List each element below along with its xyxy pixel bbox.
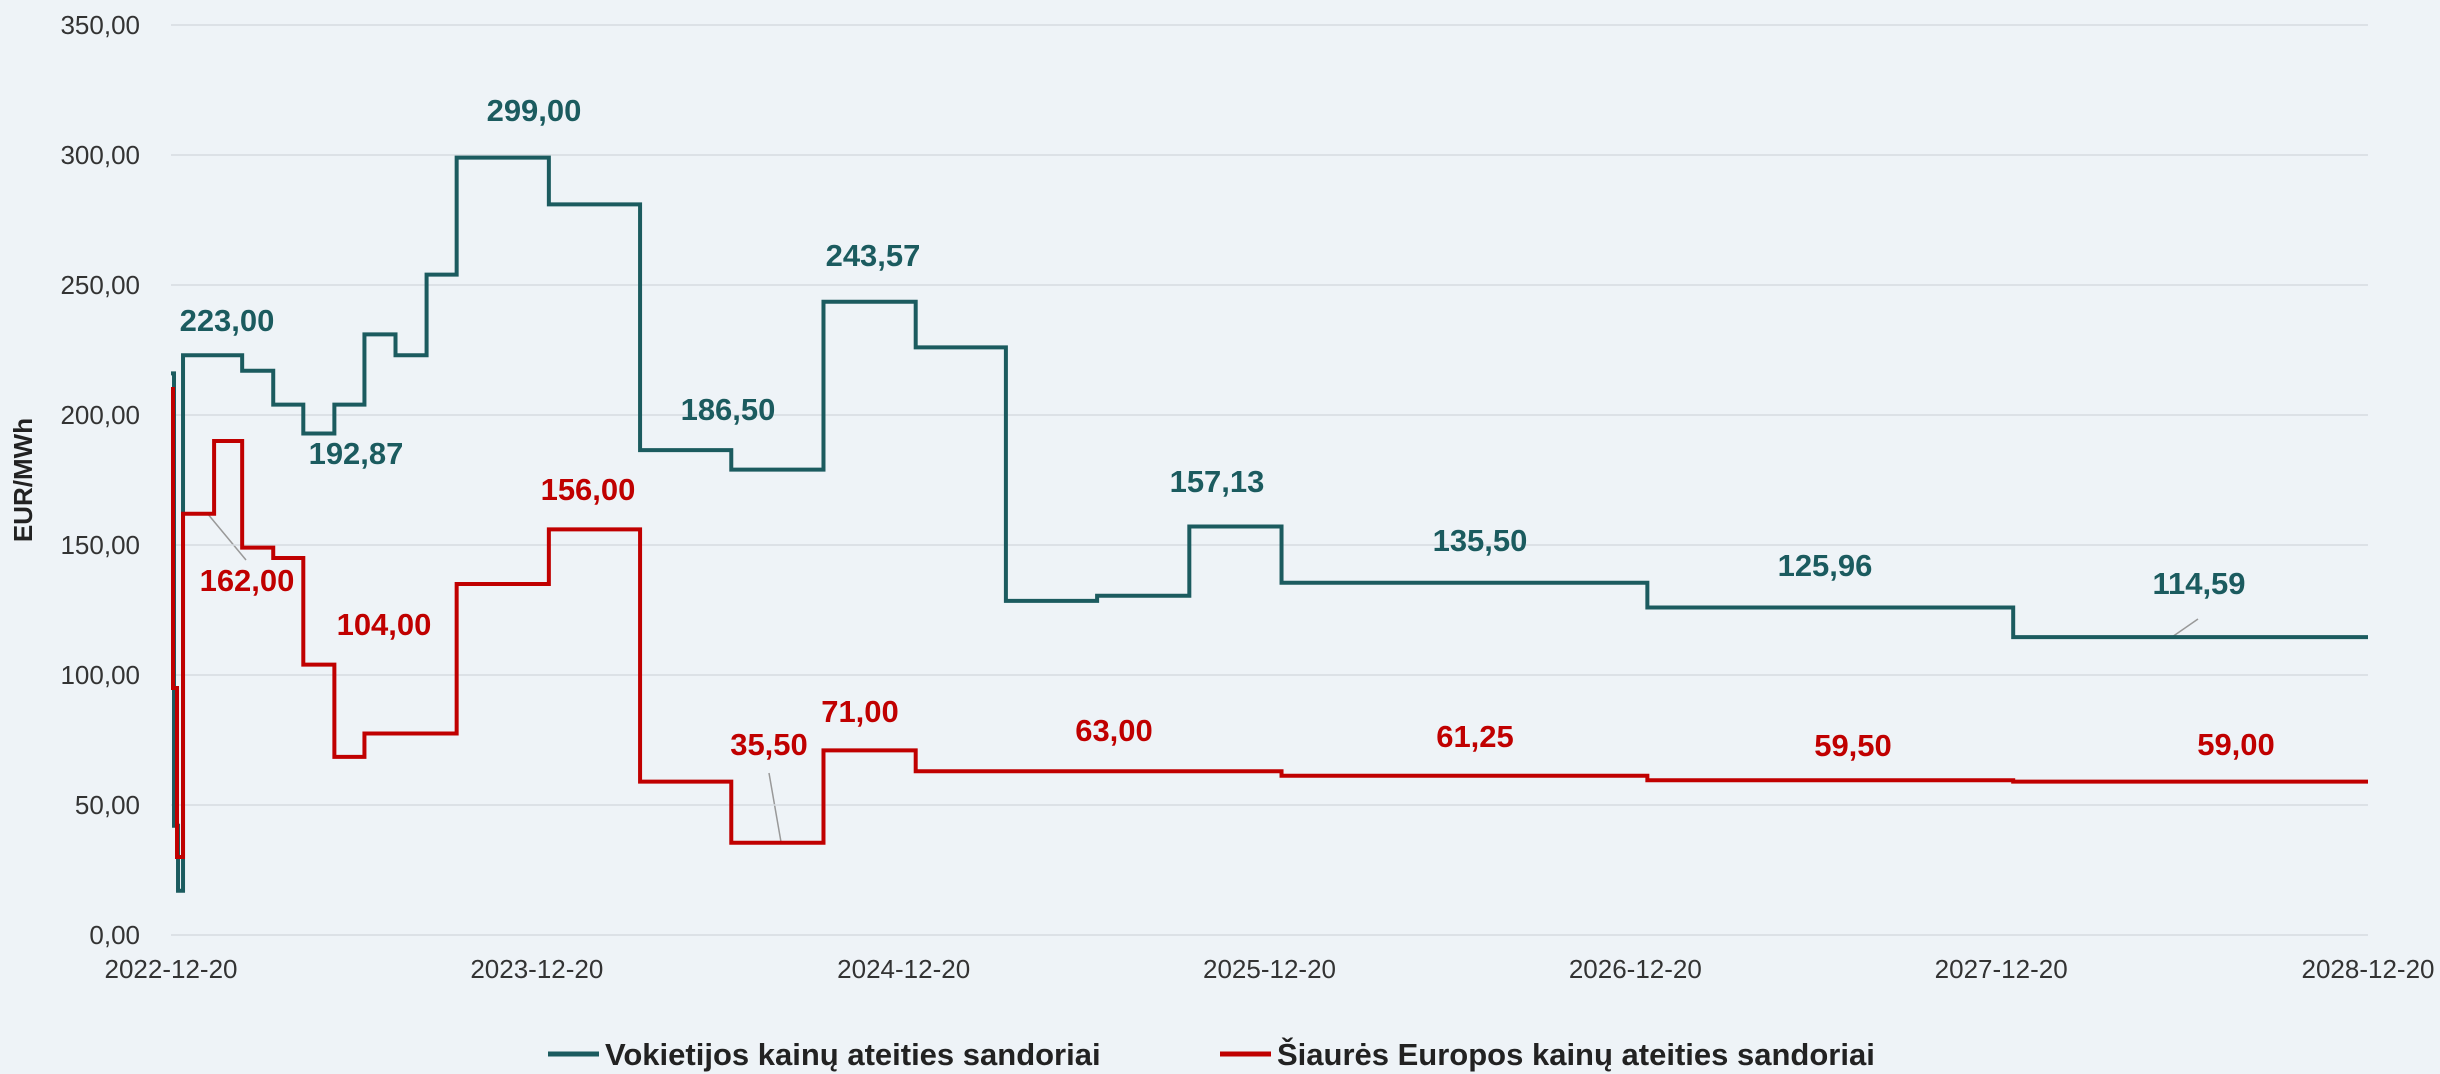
x-tick-label: 2026-12-20 [1569, 954, 1702, 984]
leader-line [768, 772, 782, 843]
y-tick-label: 350,00 [60, 10, 140, 40]
y-tick-label: 100,00 [60, 660, 140, 690]
leader-line [2171, 618, 2199, 638]
data-label: 223,00 [180, 303, 275, 338]
data-label: 63,00 [1075, 713, 1153, 748]
y-tick-label: 0,00 [89, 920, 140, 950]
data-label: 157,13 [1170, 464, 1265, 499]
data-label: 186,50 [681, 392, 776, 427]
x-tick-label: 2022-12-20 [105, 954, 238, 984]
data-label: 125,96 [1778, 548, 1873, 583]
legend-label: Šiaurės Europos kainų ateities sandoriai [1277, 1036, 1875, 1072]
x-tick-label: 2023-12-20 [470, 954, 603, 984]
y-tick-label: 150,00 [60, 530, 140, 560]
y-tick-label: 250,00 [60, 270, 140, 300]
data-label: 114,59 [2152, 566, 2245, 601]
y-tick-label: 300,00 [60, 140, 140, 170]
data-label: 192,87 [309, 436, 404, 471]
data-label: 162,00 [200, 563, 295, 598]
y-tick-label: 200,00 [60, 400, 140, 430]
data-label: 35,50 [730, 727, 808, 762]
data-label: 299,00 [487, 93, 582, 128]
x-tick-label: 2027-12-20 [1935, 954, 2068, 984]
data-label: 59,50 [1814, 728, 1892, 763]
data-label: 243,57 [826, 238, 921, 273]
data-label: 135,50 [1433, 523, 1528, 558]
x-tick-label: 2028-12-20 [2302, 954, 2435, 984]
data-label: 156,00 [541, 472, 636, 507]
data-label: 71,00 [821, 694, 899, 729]
leader-lines [206, 512, 2199, 843]
data-label: 104,00 [337, 607, 432, 642]
data-label: 59,00 [2197, 727, 2275, 762]
x-tick-label: 2024-12-20 [837, 954, 970, 984]
y-tick-label: 50,00 [75, 790, 140, 820]
data-label: 61,25 [1436, 719, 1514, 754]
leader-line [206, 512, 247, 561]
legend-label: Vokietijos kainų ateities sandoriai [605, 1037, 1101, 1072]
x-tick-label: 2025-12-20 [1203, 954, 1336, 984]
y-axis-label: EUR/MWh [8, 418, 38, 542]
step-line [171, 387, 2368, 859]
step-line [171, 155, 2368, 893]
